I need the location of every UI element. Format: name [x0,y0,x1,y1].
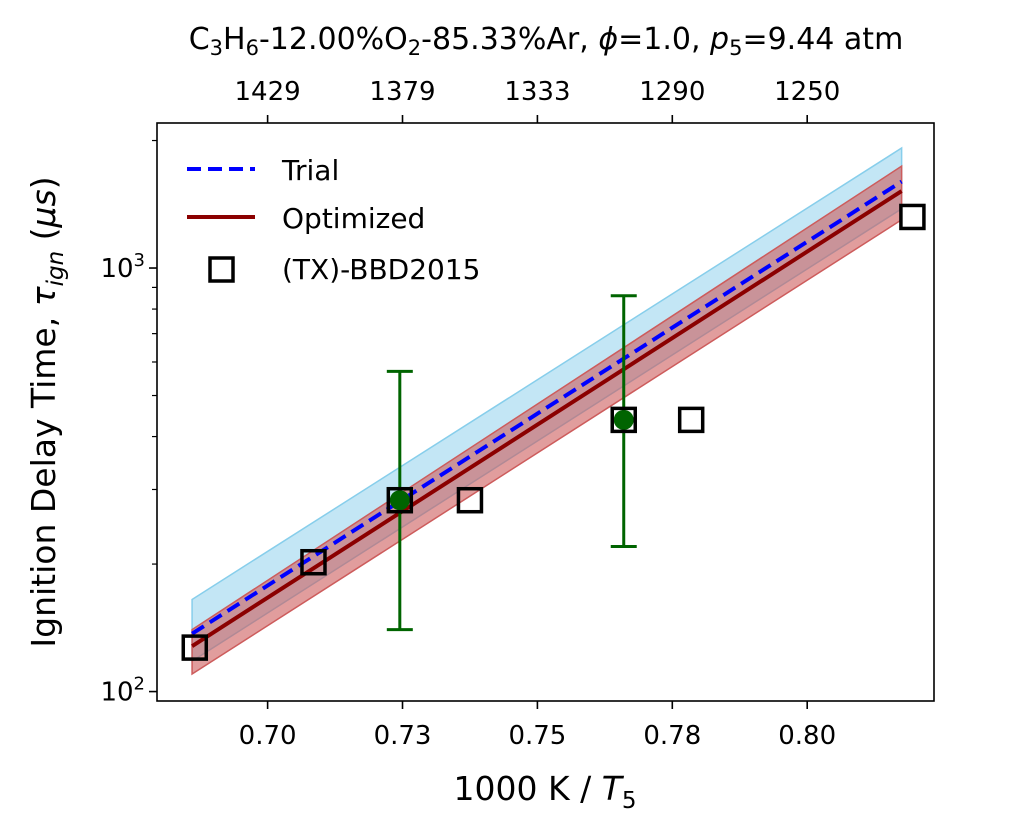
legend: Trial Optimized (TX)-BBD2015 [187,154,480,286]
data-point-6 [899,203,926,231]
data-point-2 [386,486,414,514]
data-point-5 [677,406,705,434]
x-tick-label-4: 0.80 [778,721,836,751]
legend-data-swatch [208,256,235,283]
top-axis-ticks: 1429 1379 1333 1290 1250 [235,77,840,123]
y-tick-label-1: 103 [100,250,145,284]
plot-frame [156,122,935,702]
top-tick-label-0: 1429 [235,77,301,107]
errorbar-point-0 [389,490,410,511]
legend-optimized-label: Optimized [282,202,425,235]
data-markers [181,203,926,661]
chart-title: C3H6-12.00%O2-85.33%Ar, ϕ=1.0, p5=9.44 a… [189,22,904,60]
x-axis-ticks: 0.70 0.73 0.75 0.78 0.80 [239,701,836,751]
data-point-1 [300,548,327,576]
y-axis-label: Ignition Delay Time, τign (μs) [24,176,69,647]
x-axis-label: 1000 K / T5 [453,769,636,814]
data-point-0 [181,634,209,661]
x-tick-label-3: 0.78 [643,721,701,751]
error-bars [386,294,637,632]
series-line-1 [190,189,903,648]
model-lines [190,179,903,648]
top-tick-label-3: 1290 [639,77,705,107]
data-point-4 [610,406,637,434]
legend-trial-label: Trial [281,154,339,187]
y-axis-ticks: 102 103 [100,139,157,708]
top-tick-label-2: 1333 [504,77,570,107]
top-tick-label-4: 1250 [774,77,840,107]
legend-data-label: (TX)-BBD2015 [282,253,480,286]
y-tick-label-0: 102 [100,674,145,708]
top-tick-label-1: 1379 [369,77,435,107]
errorbar-point-1 [613,409,634,430]
data-point-3 [456,486,484,514]
series-line-0 [190,179,903,636]
x-tick-label-1: 0.73 [374,721,432,751]
x-tick-label-2: 0.75 [508,721,566,751]
x-tick-label-0: 0.70 [239,721,297,751]
